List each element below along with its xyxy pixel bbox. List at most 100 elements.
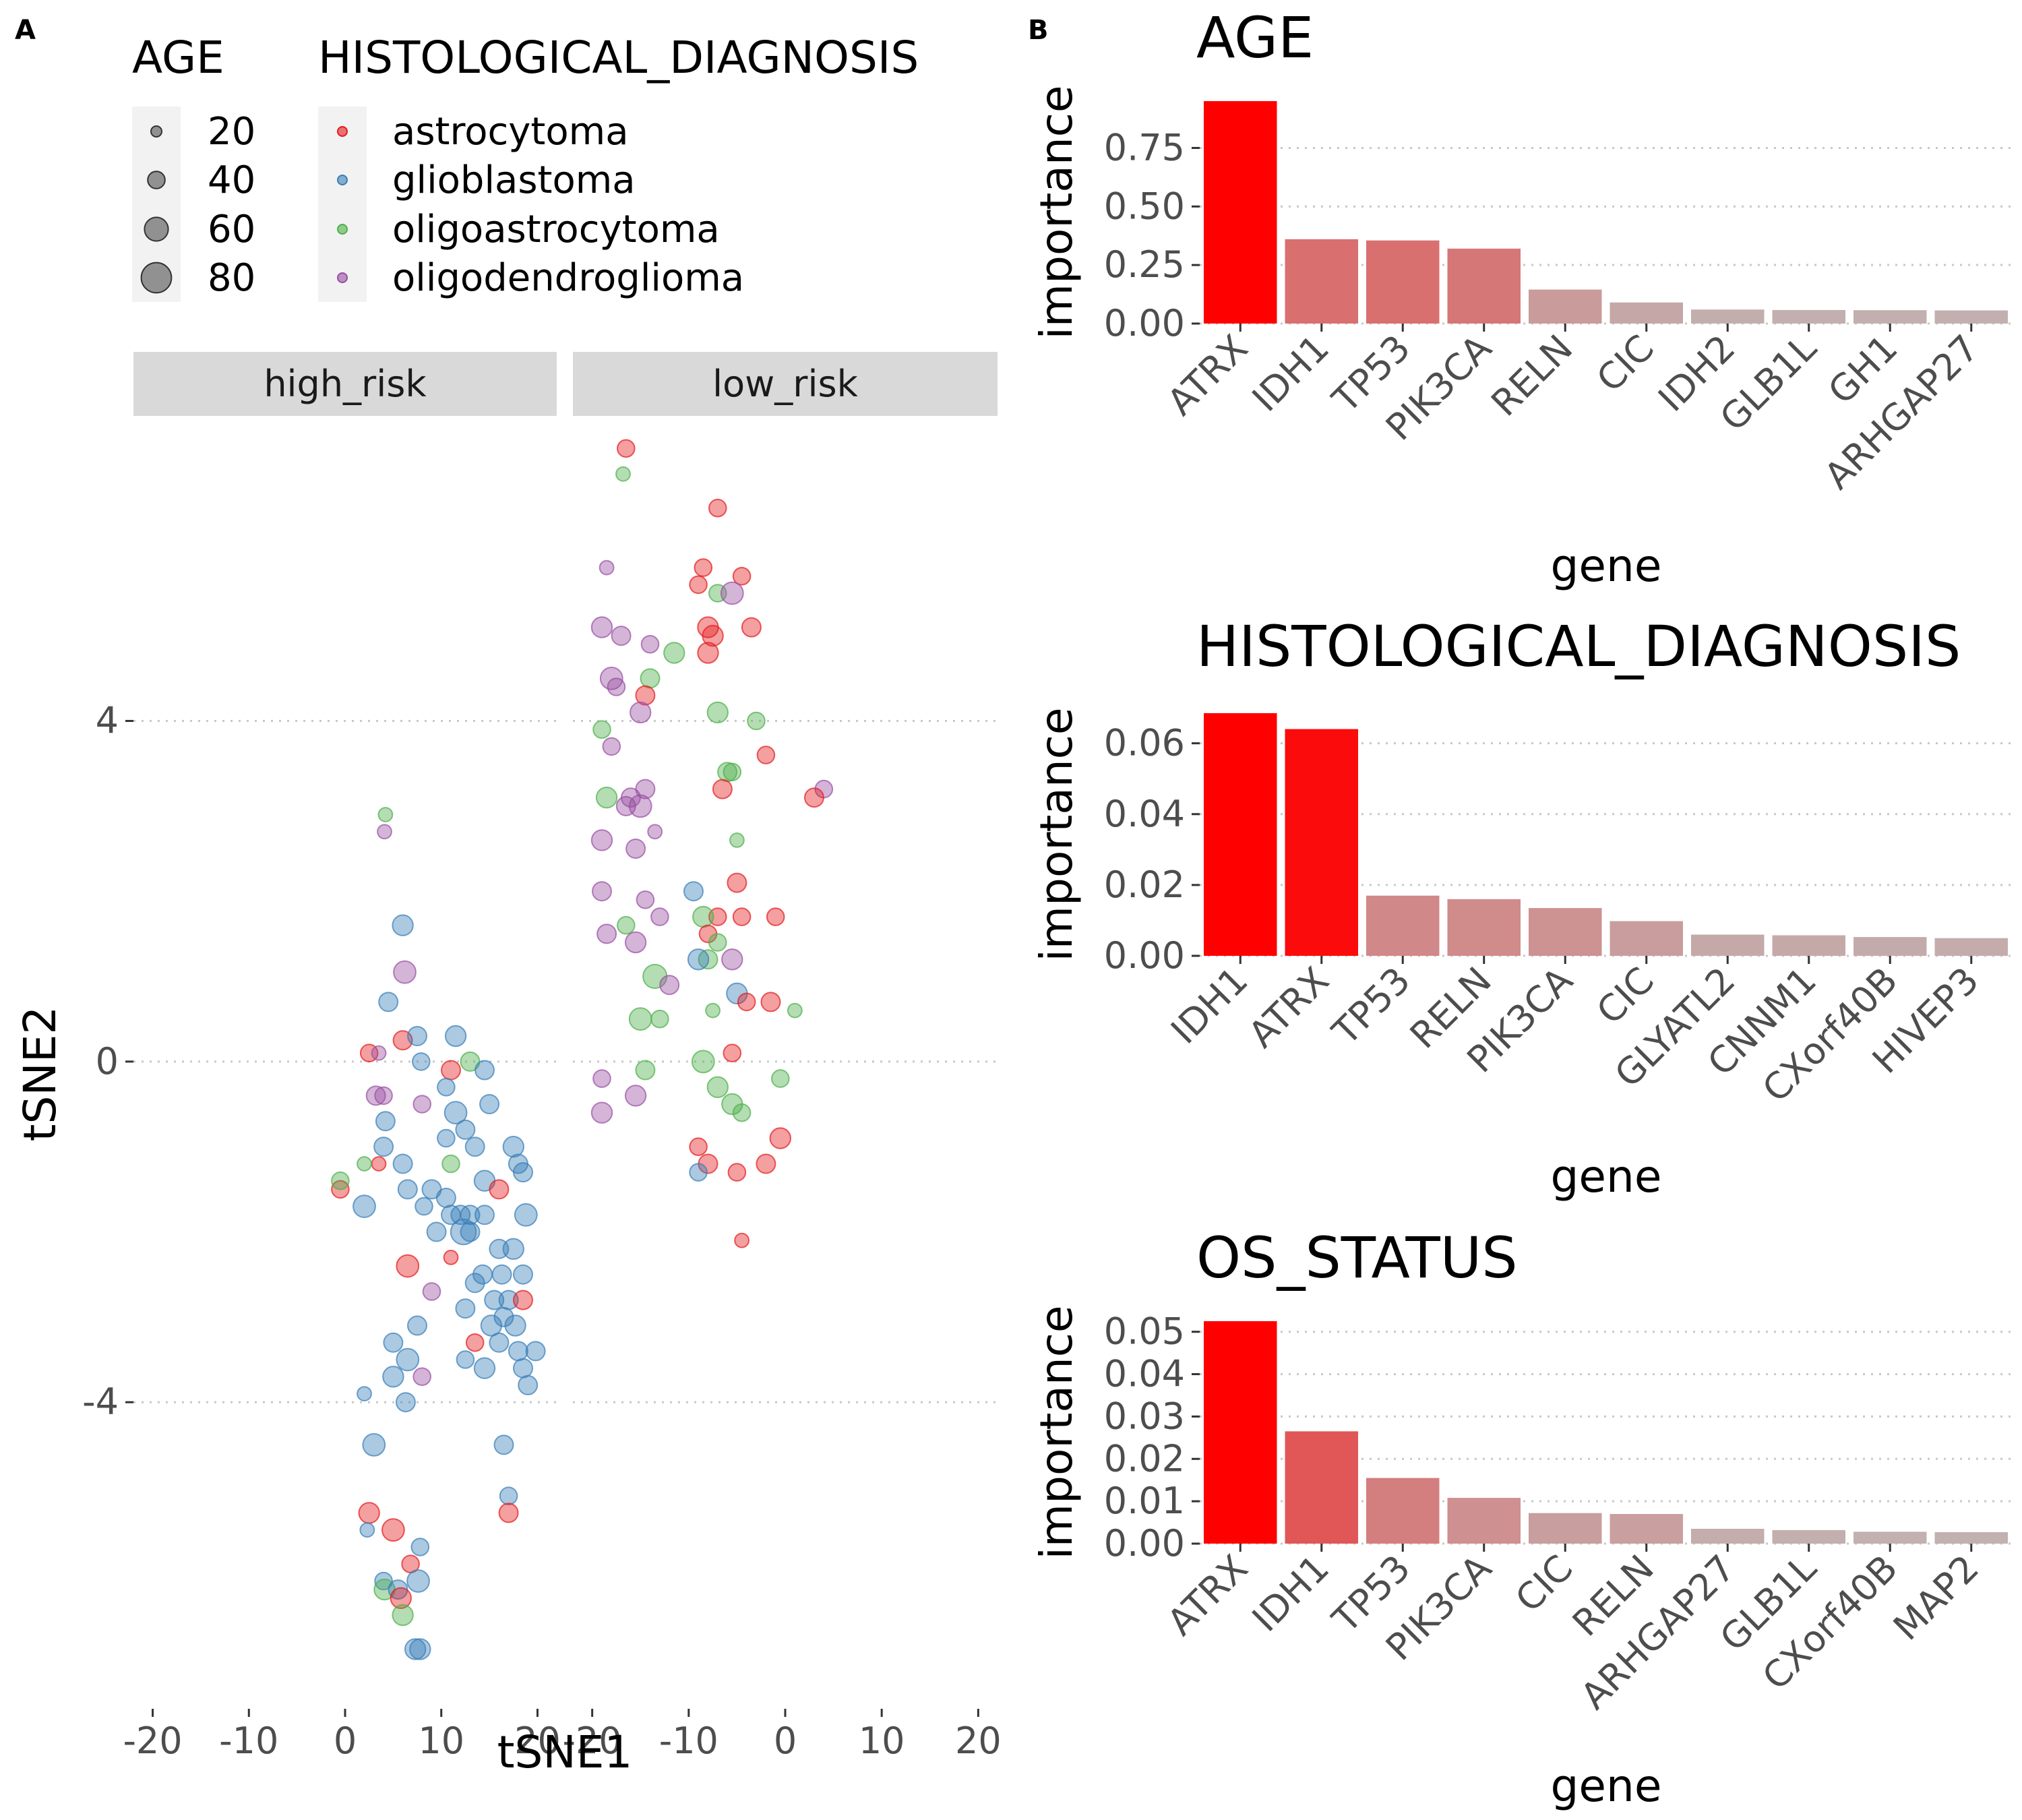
scatter-point-oligodendroglioma <box>590 1101 613 1124</box>
scatter-point-oligoastrocytoma <box>705 1002 721 1019</box>
legend-age-key-label: 40 <box>208 158 255 202</box>
bar-tp53 <box>1366 240 1440 324</box>
scatter-point-glioblastoma <box>455 1119 476 1140</box>
bar-chart-x-tick-label: IDH1 <box>1244 1547 1337 1640</box>
scatter-point-oligodendroglioma <box>590 829 613 851</box>
scatter-x-axis-label: tSNE1 <box>497 1726 633 1778</box>
scatter-point-oligoastrocytoma <box>635 1060 656 1081</box>
scatter-point-astrocytoma <box>689 1137 708 1156</box>
facet-strip-high-risk <box>133 352 557 416</box>
scatter-y-tick-label: 4 <box>96 700 119 742</box>
legend-diagnosis-key-circle <box>337 175 348 185</box>
scatter-point-oligodendroglioma <box>590 616 613 638</box>
scatter-point-astrocytoma <box>756 1153 776 1174</box>
scatter-point-oligodendroglioma <box>624 1085 647 1107</box>
bar-chart-title: HISTOLOGICAL_DIAGNOSIS <box>1196 613 1961 679</box>
bar-chart-title: AGE <box>1196 5 1314 71</box>
scatter-point-glioblastoma <box>513 1358 533 1378</box>
scatter-point-oligoastrocytoma <box>706 1076 729 1099</box>
scatter-point-glioblastoma <box>513 1162 533 1183</box>
scatter-point-glioblastoma <box>514 1203 538 1227</box>
bar-reln <box>1610 1514 1683 1544</box>
scatter-point-glioblastoma <box>383 1332 404 1353</box>
scatter-point-astrocytoma <box>441 1060 461 1081</box>
scatter-point-oligoastrocytoma <box>377 807 394 822</box>
scatter-x-tick-label: 20 <box>514 1720 561 1762</box>
scatter-point-glioblastoma <box>435 1188 456 1208</box>
scatter-point-oligodendroglioma <box>640 635 660 654</box>
scatter-point-oligodendroglioma <box>628 794 652 818</box>
scatter-point-astrocytoma <box>804 787 824 808</box>
scatter-point-glioblastoma <box>504 1314 526 1337</box>
bar-chart-y-axis-label: importance <box>1031 85 1082 339</box>
scatter-point-glioblastoma <box>410 1538 430 1556</box>
scatter-point-glioblastoma <box>396 1347 420 1372</box>
scatter-point-oligodendroglioma <box>607 677 626 696</box>
scatter-point-glioblastoma <box>378 992 399 1012</box>
scatter-point-oligoastrocytoma <box>771 1069 790 1088</box>
scatter-point-glioblastoma <box>373 1136 394 1157</box>
scatter-point-glioblastoma <box>357 1386 372 1402</box>
bar-chart-title: OS_STATUS <box>1196 1225 1518 1291</box>
bar-chart-y-tick-label: 0.75 <box>1104 126 1185 169</box>
scatter-point-oligodendroglioma <box>592 1069 611 1088</box>
scatter-y-tick-label: 0 <box>96 1040 119 1083</box>
scatter-point-oligodendroglioma <box>412 1095 432 1114</box>
scatter-point-glioblastoma <box>412 1052 431 1071</box>
bar-atrx <box>1204 1321 1277 1544</box>
scatter-point-glioblastoma <box>362 1433 386 1457</box>
scatter-x-tick-label: -10 <box>659 1720 718 1762</box>
scatter-point-astrocytoma <box>390 1587 412 1610</box>
scatter-point-oligodendroglioma <box>592 881 612 902</box>
scatter-points <box>331 439 834 1660</box>
scatter-point-oligodendroglioma <box>720 581 744 605</box>
scatter-point-glioblastoma <box>491 1264 512 1285</box>
scatter-point-oligodendroglioma <box>659 975 680 996</box>
scatter-point-astrocytoma <box>465 1333 485 1352</box>
bar-glb1l <box>1772 1529 1845 1544</box>
scatter-point-glioblastoma <box>513 1264 533 1285</box>
scatter-point-glioblastoma <box>374 1571 393 1591</box>
scatter-point-glioblastoma <box>479 1094 500 1114</box>
scatter-point-oligoastrocytoma <box>392 1604 414 1627</box>
scatter-point-glioblastoma <box>464 1136 485 1157</box>
scatter-point-glioblastoma <box>474 1060 495 1081</box>
scatter-point-astrocytoma <box>396 1254 420 1278</box>
scatter-point-glioblastoma <box>437 1128 456 1148</box>
bar-chart-x-axis-label: gene <box>1551 1151 1662 1203</box>
scatter-point-glioblastoma <box>409 1638 431 1660</box>
bar-chart-y-tick-label: 0.02 <box>1104 1437 1185 1480</box>
bar-chart-y-tick-label: 0.00 <box>1104 934 1185 977</box>
panel-label-a: A <box>15 15 36 46</box>
scatter-x-tick-label: 20 <box>955 1720 1002 1762</box>
scatter-point-astrocytoma <box>708 498 727 518</box>
bar-chart-y-tick-label: 0.04 <box>1104 1353 1185 1395</box>
legend-age-key-label: 80 <box>208 256 255 300</box>
legend-diagnosis-key-label: oligodendroglioma <box>392 256 744 300</box>
scatter-point-glioblastoma <box>480 1314 503 1337</box>
bar-chart-x-tick-label: TP53 <box>1324 959 1418 1054</box>
scatter-point-oligodendroglioma <box>374 1086 393 1105</box>
scatter-point-glioblastoma <box>525 1341 546 1362</box>
bar-idh1 <box>1204 713 1277 956</box>
scatter-point-oligodendroglioma <box>625 839 646 859</box>
scatter-point-glioblastoma <box>353 1194 376 1218</box>
scatter-point-glioblastoma <box>392 914 414 936</box>
scatter-point-glioblastoma <box>460 1221 481 1242</box>
scatter-point-glioblastoma <box>455 1298 476 1319</box>
scatter-point-oligoastrocytoma <box>706 701 729 724</box>
scatter-x-tick-label: 10 <box>859 1720 905 1762</box>
bar-hivep3 <box>1934 938 2008 956</box>
scatter-x-tick-label: -10 <box>219 1720 278 1762</box>
bar-tp53 <box>1366 1478 1440 1544</box>
scatter-point-astrocytoma <box>702 625 724 647</box>
scatter-point-oligoastrocytoma <box>723 762 742 782</box>
legend-age-key-circle <box>140 262 173 294</box>
scatter-point-glioblastoma <box>426 1221 447 1242</box>
scatter-point-astrocytoma <box>489 1179 510 1200</box>
scatter-point-glioblastoma <box>493 1434 514 1455</box>
scatter-y-ticks: -4 0 4 <box>82 700 133 1423</box>
scatter-point-oligoastrocytoma <box>692 905 714 928</box>
